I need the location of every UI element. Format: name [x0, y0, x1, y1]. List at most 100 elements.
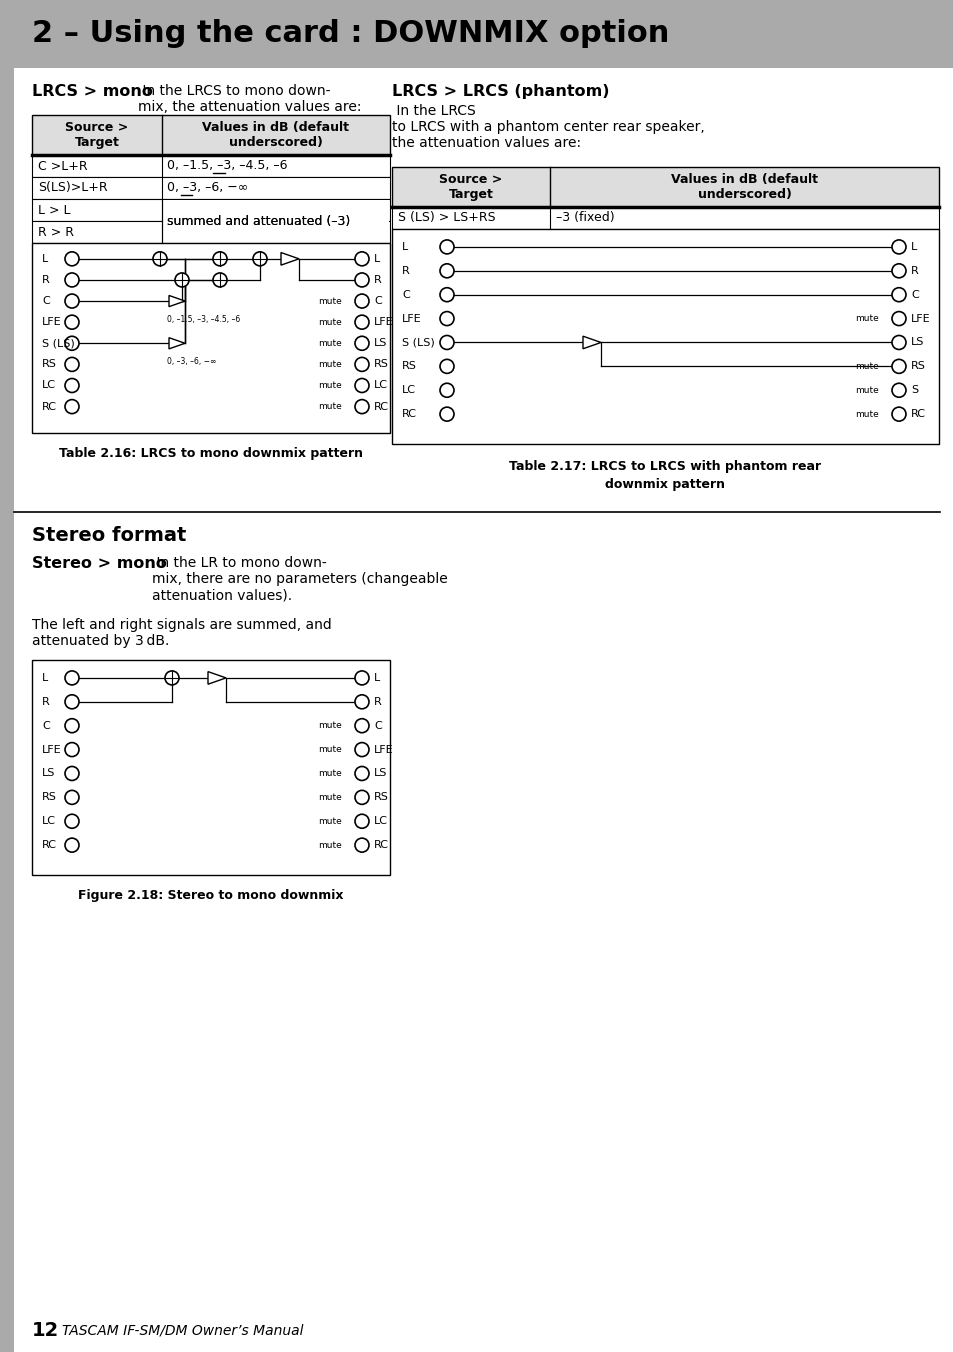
- Text: LFE: LFE: [42, 745, 62, 754]
- Text: LFE: LFE: [401, 314, 421, 323]
- Text: mute: mute: [318, 841, 341, 849]
- Text: mute: mute: [318, 745, 341, 754]
- Circle shape: [439, 407, 454, 420]
- Bar: [32, 660, 390, 875]
- Text: R > R: R > R: [38, 226, 74, 238]
- Circle shape: [65, 791, 79, 804]
- Text: C: C: [42, 296, 50, 306]
- Bar: [32, 115, 390, 155]
- Circle shape: [355, 767, 369, 780]
- Bar: [32, 177, 390, 199]
- Text: LS: LS: [42, 768, 55, 779]
- Circle shape: [891, 288, 905, 301]
- Text: Source >
Target: Source > Target: [439, 173, 502, 201]
- Text: L: L: [401, 242, 408, 251]
- Circle shape: [65, 400, 79, 414]
- Bar: [32, 199, 390, 220]
- Circle shape: [65, 695, 79, 708]
- Text: mute: mute: [854, 314, 878, 323]
- Text: mute: mute: [318, 402, 341, 411]
- Text: RC: RC: [42, 402, 57, 411]
- Bar: [163, 200, 389, 242]
- Circle shape: [355, 357, 369, 372]
- Text: LS: LS: [374, 768, 387, 779]
- Text: LC: LC: [374, 380, 388, 391]
- Text: mute: mute: [318, 792, 341, 802]
- Text: L: L: [42, 673, 49, 683]
- Text: mute: mute: [318, 769, 341, 777]
- Text: mute: mute: [318, 817, 341, 826]
- Text: 12: 12: [32, 1321, 59, 1340]
- Text: RS: RS: [374, 360, 389, 369]
- Circle shape: [891, 383, 905, 397]
- Circle shape: [355, 273, 369, 287]
- Circle shape: [891, 264, 905, 277]
- Text: mute: mute: [854, 362, 878, 370]
- Bar: [392, 168, 938, 207]
- Text: R: R: [42, 696, 50, 707]
- Circle shape: [355, 337, 369, 350]
- Circle shape: [355, 251, 369, 266]
- Text: LFE: LFE: [42, 318, 62, 327]
- Circle shape: [213, 273, 227, 287]
- Circle shape: [355, 719, 369, 733]
- Text: S (LS): S (LS): [401, 338, 435, 347]
- Text: S(LS)>L+R: S(LS)>L+R: [38, 181, 108, 195]
- Bar: [0, 0, 953, 68]
- Text: C: C: [42, 721, 50, 730]
- Circle shape: [213, 251, 227, 266]
- Text: LRCS > mono: LRCS > mono: [32, 84, 152, 99]
- Circle shape: [439, 239, 454, 254]
- Text: LC: LC: [374, 817, 388, 826]
- Circle shape: [355, 742, 369, 757]
- Text: C: C: [401, 289, 410, 300]
- Circle shape: [439, 264, 454, 277]
- Text: L: L: [42, 254, 49, 264]
- Text: RS: RS: [42, 360, 57, 369]
- Bar: [392, 207, 938, 228]
- Text: 2 – Using the card : DOWNMIX option: 2 – Using the card : DOWNMIX option: [32, 19, 669, 49]
- Polygon shape: [281, 253, 298, 265]
- Text: In the LR to mono down-
mix, there are no parameters (changeable
attenuation val: In the LR to mono down- mix, there are n…: [152, 556, 447, 603]
- Text: LC: LC: [42, 380, 56, 391]
- Text: LRCS > LRCS (phantom): LRCS > LRCS (phantom): [392, 84, 609, 99]
- Text: R: R: [910, 266, 918, 276]
- Circle shape: [65, 838, 79, 852]
- Circle shape: [891, 360, 905, 373]
- Circle shape: [355, 315, 369, 329]
- Circle shape: [65, 273, 79, 287]
- Text: LFE: LFE: [374, 745, 394, 754]
- Polygon shape: [208, 672, 226, 684]
- Circle shape: [439, 383, 454, 397]
- Circle shape: [253, 251, 267, 266]
- Text: TASCAM IF-SM/DM Owner’s Manual: TASCAM IF-SM/DM Owner’s Manual: [62, 1324, 303, 1337]
- Text: 0, –1.5, –3, –4.5, –6: 0, –1.5, –3, –4.5, –6: [167, 315, 240, 324]
- Text: –3 (fixed): –3 (fixed): [556, 211, 614, 224]
- Text: Figure 2.18: Stereo to mono downmix: Figure 2.18: Stereo to mono downmix: [78, 890, 343, 902]
- Text: Values in dB (default
underscored): Values in dB (default underscored): [202, 120, 349, 149]
- Circle shape: [355, 695, 369, 708]
- Circle shape: [65, 379, 79, 392]
- Text: mute: mute: [854, 410, 878, 419]
- Circle shape: [439, 288, 454, 301]
- Text: summed and attenuated (–3): summed and attenuated (–3): [167, 215, 350, 227]
- Circle shape: [65, 767, 79, 780]
- Circle shape: [355, 814, 369, 829]
- Text: Values in dB (default
underscored): Values in dB (default underscored): [670, 173, 817, 201]
- Text: Table 2.17: LRCS to LRCS with phantom rear
downmix pattern: Table 2.17: LRCS to LRCS with phantom re…: [509, 460, 821, 491]
- Text: LS: LS: [374, 338, 387, 349]
- Bar: [32, 220, 390, 243]
- Circle shape: [165, 671, 179, 685]
- Text: In the LRCS to mono down-
mix, the attenuation values are:: In the LRCS to mono down- mix, the atten…: [138, 84, 361, 114]
- Circle shape: [65, 357, 79, 372]
- Text: RS: RS: [374, 792, 389, 802]
- Text: RC: RC: [910, 410, 925, 419]
- Text: RC: RC: [401, 410, 416, 419]
- Text: S (LS) > LS+RS: S (LS) > LS+RS: [397, 211, 496, 224]
- Circle shape: [891, 407, 905, 420]
- Circle shape: [355, 379, 369, 392]
- Circle shape: [891, 335, 905, 349]
- Text: L > L: L > L: [38, 204, 71, 216]
- Circle shape: [65, 742, 79, 757]
- Circle shape: [355, 400, 369, 414]
